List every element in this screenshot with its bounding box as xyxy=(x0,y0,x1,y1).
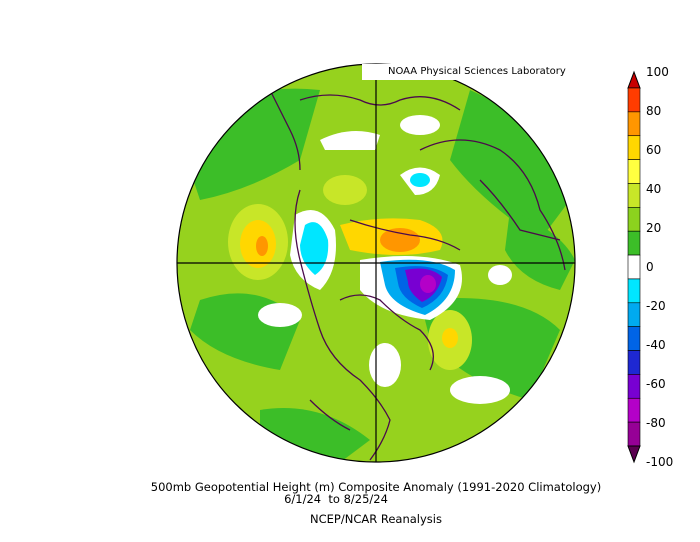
chart-title: 500mb Geopotential Height (m) Composite … xyxy=(150,480,602,494)
colorbar-tick-label: 60 xyxy=(646,143,662,157)
colorbar-tick-label: 20 xyxy=(646,221,662,235)
colorbar-tick-label: -60 xyxy=(646,377,666,391)
colorbar-tick-label: 0 xyxy=(646,260,654,274)
colorbar-min-arrow xyxy=(627,445,641,464)
date-range: 6/1/24 to 8/25/24 xyxy=(284,492,388,506)
colorbar-segment xyxy=(627,87,641,113)
source-label: NCEP/NCAR Reanalysis xyxy=(310,512,442,526)
colorbar-segment xyxy=(627,278,641,304)
colorbar-tick-label: -20 xyxy=(646,299,666,313)
colorbar-tick-label: -100 xyxy=(646,455,674,469)
credit-label: NOAA Physical Sciences Laboratory xyxy=(362,64,574,80)
colorbar-max-arrow xyxy=(627,70,641,89)
colorbar-segment xyxy=(627,397,641,423)
colorbar-segment xyxy=(627,326,641,351)
colorbar-segment xyxy=(627,183,641,208)
colorbar-segment xyxy=(627,350,641,375)
colorbar-segment xyxy=(627,374,641,399)
colorbar-tick-label: -40 xyxy=(646,338,666,352)
anomaly-field xyxy=(177,64,575,462)
colorbar-segment xyxy=(627,135,641,160)
colorbar-segment xyxy=(627,207,641,232)
colorbar-segment xyxy=(627,302,641,327)
colorbar-segment xyxy=(627,159,641,184)
coastlines xyxy=(269,89,566,461)
colorbar-segment xyxy=(627,230,641,256)
colorbar-tick-label: 100 xyxy=(646,65,669,79)
colorbar-segment xyxy=(627,421,641,447)
colorbar-tick-label: -80 xyxy=(646,416,666,430)
colorbar-segment xyxy=(627,111,641,137)
colorbar-tick-label: 80 xyxy=(646,104,662,118)
colorbar-tick-label: 40 xyxy=(646,182,662,196)
colorbar-segment xyxy=(627,254,641,280)
colorbar xyxy=(627,70,641,464)
